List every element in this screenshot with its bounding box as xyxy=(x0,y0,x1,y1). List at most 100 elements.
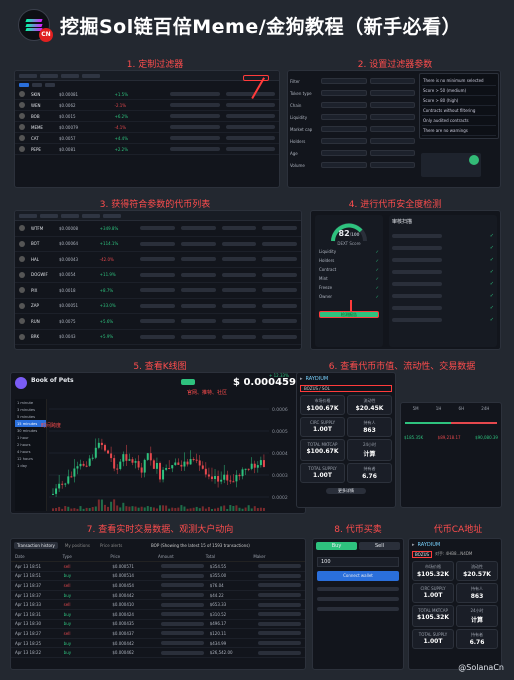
volume-bar xyxy=(70,508,73,511)
stat-label: 市场价格 xyxy=(425,564,441,569)
table-row[interactable]: HAL $0.00043 -42.0% xyxy=(15,252,301,268)
token-change: -2.1% xyxy=(114,102,127,108)
filler-bar xyxy=(262,319,298,324)
timeframe-option[interactable]: 1 hour xyxy=(17,435,29,440)
table-row: Apr 13 18:51 sell $0.000571 $354.55 xyxy=(11,562,305,572)
filler-bar xyxy=(221,288,257,293)
token-change: -42.0% xyxy=(99,256,114,262)
ca-address[interactable]: BOZUS xyxy=(412,551,433,558)
candlestick-chart[interactable]: 0.0006 0.0005 0.0004 0.0003 0.0002 xyxy=(49,399,297,511)
filter-input[interactable] xyxy=(369,114,415,120)
filter-input[interactable] xyxy=(369,162,415,168)
counter-address[interactable]: 对手: 4HB8...N4DM xyxy=(435,551,473,556)
volume-bar xyxy=(79,506,82,511)
timeframe-option[interactable]: 2 hours xyxy=(17,442,31,447)
column-header: Type xyxy=(62,554,72,559)
filter-input[interactable] xyxy=(321,90,367,96)
filter-option[interactable]: There are no warnings xyxy=(422,126,496,136)
filter-option[interactable]: Score > 50 (medium) xyxy=(422,86,496,96)
amount-input[interactable]: 100 xyxy=(317,557,399,567)
filler-bar xyxy=(258,631,302,636)
table-row[interactable]: PEPE $0.0081 +2.2% xyxy=(15,144,279,155)
filter-input[interactable] xyxy=(321,150,367,156)
pair-address[interactable]: BOZUS / SOL xyxy=(300,385,392,392)
filter-input[interactable] xyxy=(321,138,367,144)
tab-1[interactable]: My positions xyxy=(64,543,90,548)
table-row[interactable]: SKIN $0.00081 +1.5% xyxy=(15,89,279,100)
tab-0[interactable]: Transaction history xyxy=(14,542,58,549)
filter-input[interactable] xyxy=(321,162,367,168)
timeframe-option[interactable]: 1 minute xyxy=(17,400,34,405)
more-details-button[interactable]: 更多详情 xyxy=(326,488,366,494)
check-icon: ✓ xyxy=(489,233,494,239)
period-tab[interactable]: 24H xyxy=(481,406,490,411)
filter-option[interactable]: Only audited contracts xyxy=(422,116,496,126)
filter-input[interactable] xyxy=(369,78,415,84)
check-label: Freeze xyxy=(319,285,333,290)
table-row[interactable]: ZAP $0.00051 +33.0% xyxy=(15,299,301,314)
table-row[interactable]: CAT $0.0057 +4.4% xyxy=(15,133,279,144)
table-row[interactable]: BOB $0.0015 +6.2% xyxy=(15,111,279,122)
filler-bar xyxy=(258,602,302,607)
filter-input[interactable] xyxy=(321,78,367,84)
filter-input[interactable] xyxy=(369,102,415,108)
volume-bar xyxy=(134,506,137,511)
filter-input[interactable] xyxy=(321,114,367,120)
candle-body xyxy=(192,459,195,461)
column-header: Price xyxy=(110,554,121,559)
custom-filter-button[interactable] xyxy=(243,75,269,81)
filter-input[interactable] xyxy=(369,138,415,144)
timeframe-option[interactable]: 1 day xyxy=(17,463,28,468)
tab-2[interactable]: Price alerts xyxy=(99,543,123,548)
table-row[interactable]: RUN $0.0075 +5.6% xyxy=(15,314,301,330)
period-tab[interactable]: 1H xyxy=(435,406,442,411)
filter-option[interactable]: Contracts without filtering xyxy=(422,106,496,116)
volume-bar xyxy=(186,508,189,511)
table-row[interactable]: WEN $0.0062 -2.1% xyxy=(15,100,279,111)
candle-body xyxy=(165,468,168,470)
period-tab[interactable]: 6H xyxy=(458,406,465,411)
timeframe-option[interactable]: 15 minutes xyxy=(15,420,46,427)
filter-input[interactable] xyxy=(369,126,415,132)
candle-body xyxy=(149,453,152,461)
table-row[interactable]: DOGWIF $0.0054 +11.9% xyxy=(15,268,301,283)
solana-cn-logo: CN xyxy=(18,9,53,42)
filter-input[interactable] xyxy=(321,102,367,108)
period-tab[interactable]: 5M xyxy=(412,406,419,411)
candle-body xyxy=(67,476,70,484)
timeframe-option[interactable]: 4 hours xyxy=(17,449,31,454)
candle-body xyxy=(64,483,67,485)
table-row[interactable]: MEME $0.00079 -4.1% xyxy=(15,122,279,133)
filter-option[interactable]: Score > 80 (high) xyxy=(422,96,496,106)
step-6-label: 6. 查看代币市值、流动性、交易数据 xyxy=(328,362,476,372)
verified-badge xyxy=(181,379,195,385)
connect-wallet-button[interactable]: Connect wallet xyxy=(317,571,399,581)
report-button[interactable]: 检测报告 xyxy=(319,311,379,318)
candle-body xyxy=(256,465,259,468)
volume-bar xyxy=(183,506,186,511)
candle-body xyxy=(79,463,82,467)
txn-value: $89,218.17 xyxy=(437,435,461,440)
filter-input[interactable] xyxy=(369,150,415,156)
table-row[interactable]: PIX $0.0018 +8.7% xyxy=(15,283,301,299)
filler-bar xyxy=(181,319,216,324)
filter-input[interactable] xyxy=(321,126,367,132)
filler-bar xyxy=(258,583,302,588)
timeframe-option[interactable]: 30 minutes xyxy=(17,428,38,433)
filter-input[interactable] xyxy=(369,90,415,96)
filter-label: Liquidity xyxy=(290,114,308,120)
trade-tab-0[interactable]: Buy xyxy=(316,542,357,550)
table-row[interactable]: BRK $0.0043 +5.9% xyxy=(15,330,301,345)
trade-tab-1[interactable]: Sell xyxy=(359,542,400,550)
timeframe-option[interactable]: 3 minutes xyxy=(17,407,35,412)
timeframe-option[interactable]: 12 hours xyxy=(17,456,33,461)
table-row[interactable]: WTFM $0.00008 +349.8% xyxy=(15,221,301,237)
filter-option[interactable]: There is no minimum selected xyxy=(422,76,496,86)
stat-box: TOTAL SUPPLY 1.00T xyxy=(412,629,454,649)
filler-bar xyxy=(140,226,176,231)
token-change: +2.2% xyxy=(114,146,129,152)
table-row[interactable]: BOT $0.00064 +114.1% xyxy=(15,237,301,252)
timeframe-option[interactable]: 5 minutes xyxy=(17,414,35,419)
volume-bar xyxy=(180,505,183,511)
token-name: CAT xyxy=(31,135,39,141)
